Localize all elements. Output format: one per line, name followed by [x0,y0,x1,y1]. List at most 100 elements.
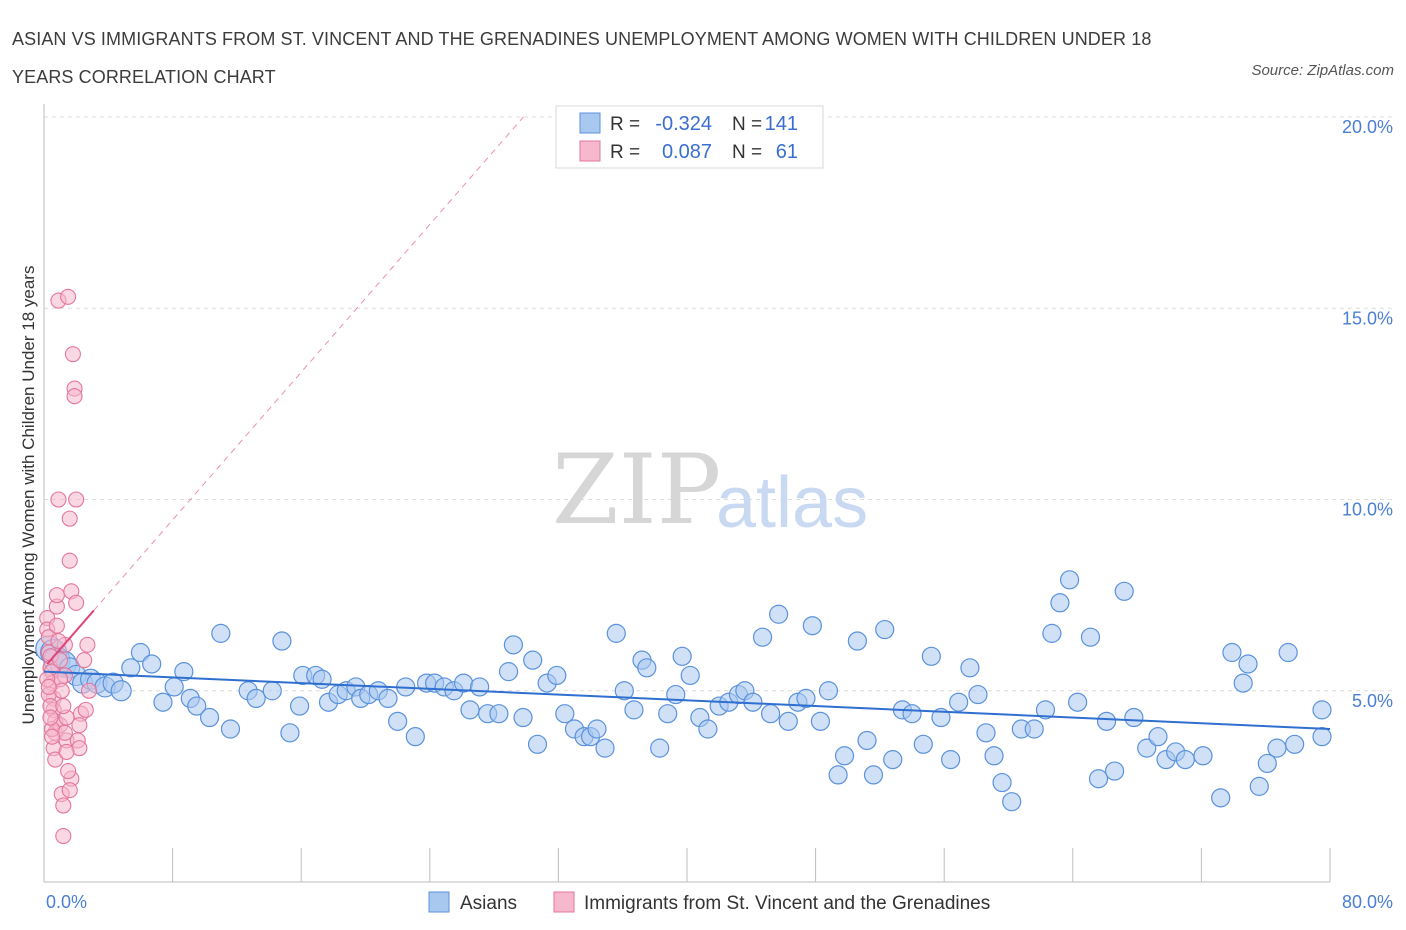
immigrant-point [50,491,67,508]
asian-trend-line [43,670,1331,730]
legend-r-value: -0.324 [655,113,712,135]
immigrant-point [47,751,64,768]
asian-point [174,662,194,682]
asian-point [587,719,607,739]
immigrant-point [61,782,78,799]
asian-point [976,723,996,743]
asian-point [1024,719,1044,739]
immigrant-point [66,388,83,405]
asian-point [1002,792,1022,812]
asian-point [312,669,332,689]
immigrant-point [55,828,72,845]
y-tick-labels: 5.0% 10.0% 15.0% 20.0% [1342,117,1393,711]
asian-point [857,730,877,751]
immigrant-point [40,678,57,695]
immigrant-point [64,346,81,363]
y-tick-label: 15.0% [1342,308,1393,328]
asian-point [637,658,657,678]
asian-point [199,707,220,728]
asian-point [913,734,933,754]
immigrant-trend-line [46,609,95,665]
immigrant-point [79,636,96,653]
immigrant-point [58,743,75,761]
immigrant-point [76,652,93,669]
asian-point [1124,707,1144,728]
watermark-zip: ZIP [552,434,721,546]
immigrant-point [55,697,72,715]
asian-point [1278,642,1298,663]
asian-point [863,765,884,785]
asian-point [523,650,543,670]
asian-point [984,746,1004,766]
asian-point [130,642,151,663]
trend-lines [43,116,1331,730]
asian-point [513,707,533,728]
asian-point [1233,673,1253,693]
source-label: Source: ZipAtlas.com [1251,62,1394,79]
legend-swatch-immigrants [553,891,575,913]
asian-point [187,696,207,716]
chart-title: ASIAN VS IMMIGRANTS FROM ST. VINCENT AND… [12,29,1152,87]
asian-point [1249,776,1269,796]
asian-point [153,692,173,712]
asian-point [931,707,951,728]
asian-point [1080,627,1101,647]
asian-point [778,711,798,731]
asian-point [1312,700,1332,720]
asian-point [489,704,509,724]
asian-point [211,623,231,643]
asian-point [698,719,718,739]
asian-point [680,665,700,686]
asian-point [658,704,678,724]
asian-point [289,696,310,716]
asian-point [220,719,241,739]
asian-point [1104,761,1125,781]
legend-r-label: R = [610,114,640,135]
asian-point [1137,738,1157,758]
asian-point [272,631,292,651]
legend-r-value: 0.087 [662,141,712,163]
asian-point [672,646,692,666]
asian-point [1096,711,1117,731]
asian-point [378,688,398,709]
asian-point [960,658,980,678]
asian-point [1312,727,1332,747]
asian-point [164,677,184,697]
asian-point [470,677,490,697]
asian-point [760,704,781,724]
asian-point [280,723,300,743]
asian-point [121,658,141,678]
asian-point [1042,623,1062,643]
immigrant-point [68,491,85,508]
asian-point [1211,788,1231,808]
asian-point [968,684,988,705]
immigrant-point [48,587,65,604]
asian-point [1059,570,1080,590]
asian-point [1035,700,1056,720]
asian-point [246,688,266,709]
asian-point [1114,581,1134,601]
asian-point [388,711,408,731]
legend-swatch-asians [428,891,450,913]
asian-point [847,631,867,651]
series-legend: Asians Immigrants from St. Vincent and t… [428,891,990,914]
immigrant-point [60,763,77,780]
legend-n-label: N = [732,142,762,163]
asian-point [1175,749,1195,770]
asian-point [818,681,839,701]
y-tick-label: 20.0% [1342,117,1393,137]
asian-point [902,704,922,724]
immigrant-trend-extension [93,116,524,611]
immigrant-point [77,701,94,718]
asian-point [1267,738,1287,758]
asian-point [949,692,969,712]
asian-point [1088,769,1109,789]
asian-point [527,734,548,754]
immigrant-point [43,728,61,745]
asian-point [110,680,132,702]
asian-point [1222,642,1242,663]
immigrant-point [52,652,69,669]
legend-r-label: R = [610,142,640,163]
asian-point [624,700,644,720]
